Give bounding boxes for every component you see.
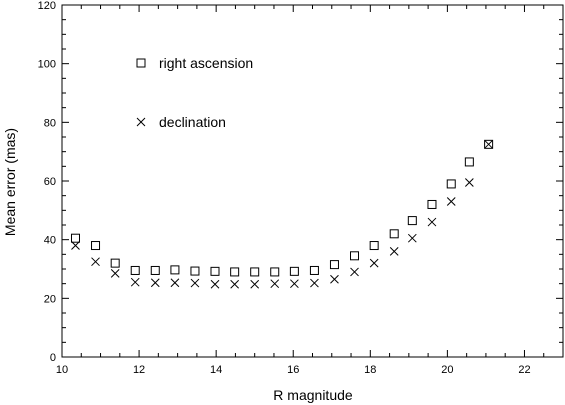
- plot-frame: [61, 4, 564, 358]
- ra-point: [250, 267, 260, 277]
- dec-point: [230, 279, 240, 289]
- ra-point: [407, 216, 417, 226]
- dec-point: [427, 217, 437, 227]
- y-tick-label: 60: [44, 176, 56, 188]
- dec-point: [150, 278, 160, 288]
- x-tick-label: 16: [287, 364, 299, 376]
- dec-point: [330, 274, 339, 284]
- dec-point: [290, 279, 299, 289]
- dec-point: [310, 278, 319, 288]
- x-tick-label: 22: [518, 364, 530, 376]
- dec-point: [170, 278, 180, 288]
- ra-point: [210, 266, 220, 276]
- ra-point: [369, 241, 379, 251]
- x-axis-title: R magnitude: [273, 387, 353, 403]
- y-tick-label: 40: [44, 235, 56, 247]
- dec-point: [389, 247, 399, 256]
- ra-point: [350, 251, 360, 261]
- y-tick-label: 0: [50, 352, 56, 364]
- ra-point: [150, 265, 160, 275]
- ra-point: [427, 199, 437, 209]
- y-tick-label: 100: [38, 59, 56, 71]
- legend-label: declination: [159, 114, 226, 130]
- axis-ticks: 10 12 14 16 18 20 22 0 20 40 60 80 100 120: [38, 0, 564, 376]
- dec-point: [270, 279, 280, 289]
- dec-point: [369, 258, 379, 268]
- y-tick-label: 80: [44, 117, 56, 129]
- ra-point: [289, 266, 299, 276]
- ra-point: [230, 267, 240, 277]
- ra-point: [446, 179, 456, 189]
- ra-point: [190, 266, 200, 276]
- ra-point: [130, 265, 140, 275]
- legend-label: right ascension: [159, 55, 253, 71]
- legend-cross-marker: [136, 117, 146, 127]
- ra-point: [110, 258, 120, 268]
- dec-point: [130, 277, 140, 287]
- x-tick-label: 10: [56, 364, 68, 376]
- x-tick-label: 18: [364, 364, 376, 376]
- legend: right ascension declination: [136, 55, 253, 130]
- ra-point: [270, 267, 280, 277]
- dec-point: [250, 279, 260, 289]
- x-tick-label: 12: [133, 364, 145, 376]
- dec-point: [110, 269, 120, 278]
- x-tick-label: 14: [210, 364, 222, 376]
- dec-point: [91, 257, 100, 267]
- y-tick-label: 20: [44, 293, 56, 305]
- ra-point: [70, 233, 80, 243]
- y-axis-title: Mean error (mas): [2, 128, 18, 236]
- ra-point: [484, 139, 494, 149]
- ra-point: [464, 157, 474, 167]
- dec-point: [190, 278, 200, 288]
- legend-square-marker: [136, 58, 146, 68]
- ra-point: [91, 241, 101, 251]
- dec-point: [464, 178, 474, 187]
- data-points: [70, 139, 494, 289]
- dec-point: [484, 139, 493, 149]
- dec-point: [350, 267, 359, 277]
- ra-point: [309, 265, 319, 275]
- dec-point: [407, 233, 417, 243]
- ra-point: [170, 265, 180, 275]
- ra-point: [389, 229, 399, 239]
- axes: [61, 4, 564, 358]
- dec-point: [210, 279, 220, 289]
- dec-point: [71, 241, 80, 250]
- dec-point: [446, 197, 456, 206]
- y-tick-label: 120: [38, 0, 56, 12]
- x-tick-label: 20: [441, 364, 453, 376]
- ra-point: [329, 260, 339, 270]
